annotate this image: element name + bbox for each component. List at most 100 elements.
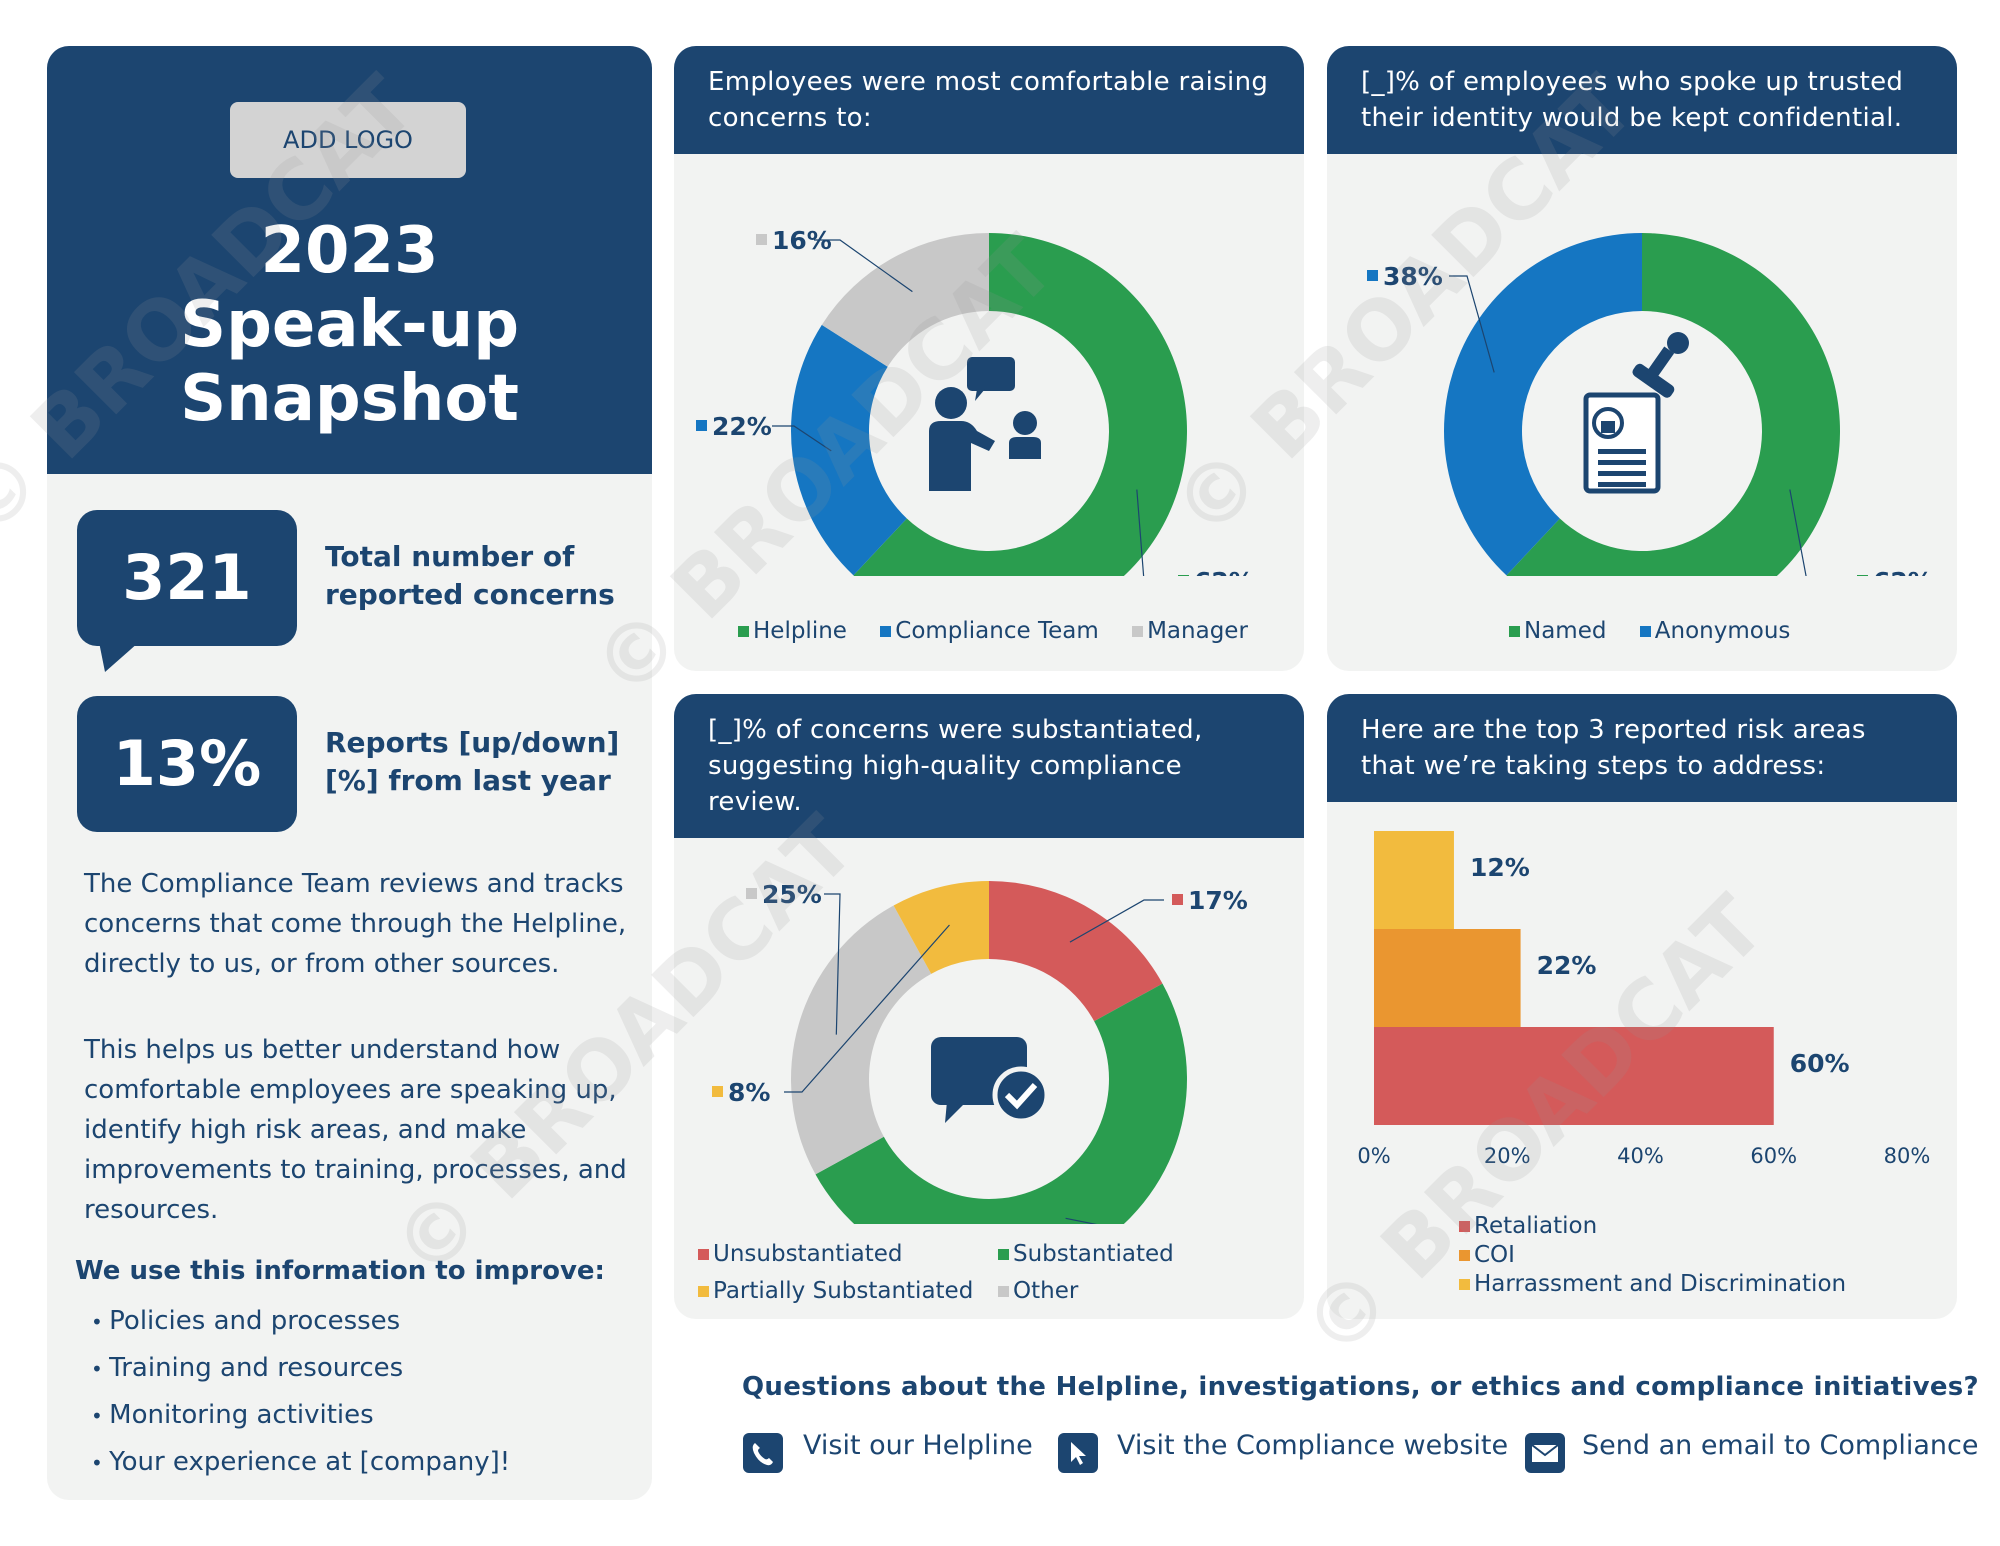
leader-line [772, 425, 832, 452]
legend-item-manager: Manager [1132, 618, 1248, 644]
list-item: Monitoring activities [91, 1392, 510, 1439]
risk-areas-chart-title: Here are the top 3 reported risk areas t… [1327, 694, 1957, 802]
label-swatch [1178, 575, 1189, 576]
leader-line [1789, 489, 1807, 576]
improve-list: Policies and processes Training and reso… [91, 1298, 510, 1486]
total-concerns-value: 321 [77, 510, 297, 646]
data-label: 50% [1188, 1220, 1248, 1224]
leader-line [814, 239, 913, 293]
speech-tail-icon [99, 642, 139, 672]
legend-item-retaliation: Retaliation [1459, 1212, 1846, 1241]
email-icon[interactable] [1524, 1432, 1566, 1474]
email-compliance-link[interactable]: Send an email to Compliance [1582, 1430, 1979, 1461]
confidentiality-chart-title: [_]% of employees who spoke up trusted t… [1327, 46, 1957, 154]
risk-areas-chart-card: Here are the top 3 reported risk areas t… [1327, 694, 1957, 1319]
legend-item-coi: COI [1459, 1241, 1846, 1270]
cursor-click-icon[interactable] [1057, 1432, 1099, 1474]
bar-harrassment-and-discrimination [1374, 831, 1454, 929]
add-logo-placeholder[interactable]: ADD LOGO [230, 102, 466, 178]
legend-item-partially-substantiated: Partially Substantiated [698, 1273, 998, 1310]
leader-line [784, 924, 950, 1093]
list-item: Policies and processes [91, 1298, 510, 1345]
comfort-donut-chart: 62% 22% 16% [696, 226, 1254, 576]
data-label: 25% [762, 880, 822, 909]
x-tick-label: 0% [1357, 1144, 1390, 1168]
substantiation-chart-card: [_]% of concerns were substantiated, sug… [674, 694, 1304, 1319]
confidential-document-stamp-icon [1583, 332, 1689, 494]
label-swatch [712, 1086, 723, 1097]
legend-item-other: Other [998, 1273, 1078, 1310]
slice-other [791, 905, 932, 1175]
legend-item-helpline: Helpline [738, 618, 847, 644]
bar-coi [1374, 929, 1521, 1027]
slice-substantiated [815, 983, 1187, 1224]
improve-heading: We use this information to improve: [75, 1256, 605, 1286]
intro-paragraph: The Compliance Team reviews and tracks c… [84, 869, 627, 979]
hero-header: ADD LOGO 2023 Speak-up Snapshot [47, 46, 652, 474]
data-label: 62% [1873, 567, 1933, 576]
leader-line [824, 893, 841, 1035]
label-swatch [1857, 575, 1868, 576]
speaking-people-icon [929, 357, 1041, 491]
data-label: 38% [1383, 262, 1443, 291]
data-label: 16% [772, 226, 832, 255]
label-swatch [746, 888, 757, 899]
bar-retaliation [1374, 1027, 1774, 1125]
slice-compliance-team [791, 324, 907, 576]
list-item: Your experience at [company]! [91, 1439, 510, 1486]
page-title: 2023 Speak-up Snapshot [47, 214, 652, 436]
leader-line [1449, 275, 1495, 373]
data-label: 22% [1537, 951, 1597, 980]
year-change-label: Reports [up/down] [%] from last year [325, 726, 620, 797]
chat-check-icon [931, 1037, 1050, 1124]
slice-named [1506, 233, 1840, 576]
data-label: 62% [1194, 567, 1254, 576]
comfort-legend: Helpline Compliance Team Manager [738, 618, 1274, 644]
comfort-chart-title: Employees were most comfortable raising … [674, 46, 1304, 154]
year-change-value: 13% [77, 696, 297, 832]
label-swatch [756, 234, 767, 245]
x-tick-label: 60% [1750, 1144, 1797, 1168]
data-label: 8% [728, 1078, 770, 1107]
summary-panel: ADD LOGO 2023 Speak-up Snapshot 321 Tota… [47, 46, 652, 1500]
x-tick-label: 80% [1884, 1144, 1931, 1168]
confidentiality-donut-chart: 62% 38% [1367, 233, 1933, 576]
helpline-link[interactable]: Visit our Helpline [803, 1430, 1033, 1461]
comfort-chart-card: Employees were most comfortable raising … [674, 46, 1304, 671]
purpose-paragraph: This helps us better understand how comf… [84, 1035, 627, 1225]
substantiation-legend: Unsubstantiated Substantiated Partially S… [698, 1236, 1298, 1310]
slice-helpline [853, 233, 1187, 576]
risk-areas-legend: Retaliation COI Harrassment and Discrimi… [1459, 1212, 1846, 1299]
legend-item-harassment: Harrassment and Discrimination [1459, 1270, 1846, 1299]
risk-areas-bar-chart: 12% 22% 60% 0% 20% 40% 60% 80% [1357, 831, 1931, 1168]
compliance-website-link[interactable]: Visit the Compliance website [1117, 1430, 1509, 1461]
confidentiality-chart-card: [_]% of employees who spoke up trusted t… [1327, 46, 1957, 671]
slice-unsubstantiated [989, 881, 1163, 1022]
slice-partially-substantiated [893, 881, 989, 974]
phone-icon[interactable] [742, 1432, 784, 1474]
data-label: 12% [1470, 853, 1530, 882]
label-swatch [1172, 894, 1183, 905]
label-swatch [1367, 270, 1378, 281]
x-tick-label: 20% [1484, 1144, 1531, 1168]
data-label: 17% [1188, 886, 1248, 915]
legend-item-anonymous: Anonymous [1639, 618, 1790, 644]
slice-anonymous [1444, 233, 1642, 576]
confidentiality-legend: Named Anonymous [1509, 618, 1816, 644]
page-title-text: 2023 Speak-up Snapshot [180, 214, 519, 436]
substantiation-chart-title: [_]% of concerns were substantiated, sug… [674, 694, 1304, 838]
legend-item-named: Named [1509, 618, 1606, 644]
slice-manager [821, 233, 989, 367]
leader-line [1065, 1217, 1098, 1224]
substantiation-donut-chart: 17% 50% 25% 8% [712, 880, 1248, 1224]
leader-line [1069, 899, 1164, 943]
legend-item-compliance-team: Compliance Team [880, 618, 1099, 644]
label-swatch [696, 420, 707, 431]
data-label: 60% [1790, 1049, 1850, 1078]
total-concerns-label: Total number of reported concerns [325, 540, 615, 611]
legend-item-unsubstantiated: Unsubstantiated [698, 1236, 998, 1273]
leader-line [1136, 489, 1145, 576]
x-tick-label: 40% [1617, 1144, 1664, 1168]
legend-item-substantiated: Substantiated [998, 1236, 1174, 1273]
footer-question: Questions about the Helpline, investigat… [742, 1372, 1979, 1402]
